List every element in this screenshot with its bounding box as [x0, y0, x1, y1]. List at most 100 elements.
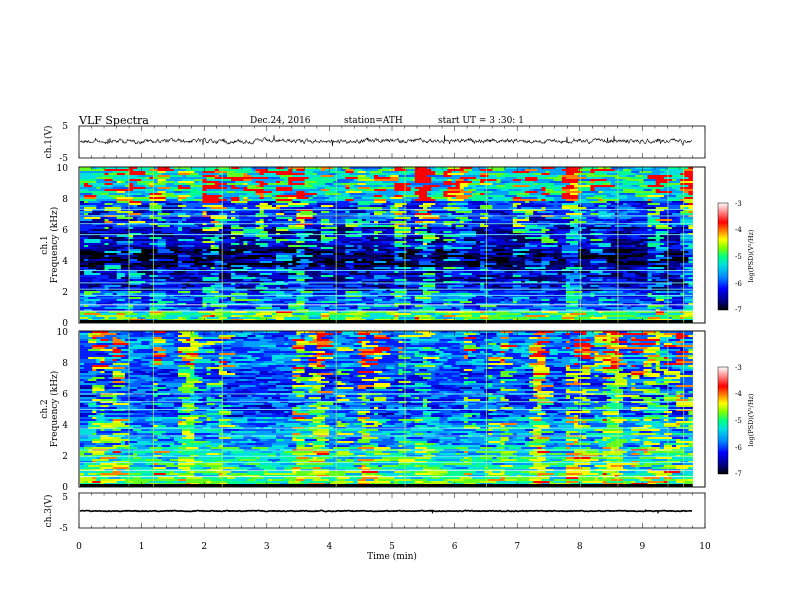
- spectrogram-cell: [369, 263, 383, 266]
- spectrogram-cell: [504, 167, 518, 170]
- spectrogram-cell: [418, 173, 424, 176]
- spectrogram-cell: [100, 283, 114, 286]
- spectrogram-cell: [349, 201, 359, 204]
- spectrogram-cell: [112, 283, 130, 286]
- spectrogram-cell: [455, 241, 461, 244]
- spectrogram-cell: [504, 185, 514, 188]
- spectrogram-cell: [169, 175, 183, 178]
- spectrogram-cell: [586, 289, 604, 292]
- spectrogram-cell: [439, 301, 448, 304]
- spectrogram-cell: [508, 243, 526, 246]
- spectrogram-cell: [443, 247, 461, 250]
- spectrogram-cell: [80, 305, 85, 308]
- spectrogram-cell: [484, 181, 497, 184]
- spectrogram-cell: [304, 307, 310, 310]
- spectrogram-cell: [369, 307, 375, 310]
- spectrogram-cell: [484, 201, 493, 204]
- spectrogram-cell: [561, 177, 567, 180]
- spectrogram-cell: [141, 297, 154, 300]
- spectrogram-cell: [369, 239, 379, 242]
- spectrogram-cell: [235, 211, 252, 214]
- spectrogram-cell: [263, 195, 273, 198]
- spectrogram-cell: [545, 227, 559, 230]
- spectrogram-cell: [680, 311, 685, 314]
- spectrogram-cell: [161, 209, 171, 212]
- spectrogram-cell: [108, 195, 126, 198]
- spectrogram-cell: [525, 307, 530, 310]
- spectrogram-cell: [349, 289, 363, 292]
- spectrogram-cell: [243, 259, 256, 262]
- spectrogram-cell: [631, 205, 644, 208]
- sferic-line: [579, 167, 581, 323]
- spectrogram-cell: [582, 191, 599, 194]
- sferic-line: [667, 167, 669, 323]
- spectrogram-cell: [202, 201, 220, 204]
- spectrogram-cell: [439, 217, 457, 220]
- spectrogram-cell: [455, 227, 473, 230]
- spectrogram-cell: [194, 239, 212, 242]
- spectrogram-cell: [488, 199, 506, 202]
- spectrogram-cell: [96, 251, 105, 254]
- spectrogram-cell: [553, 305, 567, 308]
- spectrogram-cell: [178, 199, 183, 202]
- spectrogram-cell: [659, 277, 669, 280]
- spectrogram-cell: [169, 295, 175, 298]
- spectrogram-cell: [541, 235, 550, 238]
- spectrogram-cell: [349, 211, 367, 214]
- spectrogram-cell: [504, 271, 518, 274]
- spectrogram-cell: [565, 167, 571, 170]
- spectrogram-cell: [504, 293, 522, 296]
- spectrogram-cell: [80, 297, 85, 300]
- spectrogram-cell: [304, 207, 314, 210]
- spectrogram-cell: [410, 301, 424, 304]
- spectrogram-cell: [529, 235, 542, 238]
- spectrogram-cell: [431, 227, 440, 230]
- spectrogram-cell: [459, 243, 477, 246]
- spectrogram-cell: [602, 239, 608, 242]
- spectrogram-cell: [361, 219, 367, 222]
- spectrogram-cell: [333, 189, 342, 192]
- spectrogram-cell: [602, 241, 616, 244]
- spectrogram-cell: [516, 167, 530, 170]
- spectrogram-cell: [582, 309, 591, 312]
- spectrogram-cell: [422, 203, 436, 206]
- spectrogram-cell: [406, 199, 412, 202]
- spectrogram-cell: [533, 181, 546, 184]
- spectrogram-cell: [545, 189, 555, 192]
- spectrogram-cell: [680, 317, 685, 320]
- spectrogram-cell: [549, 191, 567, 194]
- spectrogram-cell: [92, 209, 105, 212]
- spectrogram-cell: [447, 189, 461, 192]
- spectrogram-cell: [684, 241, 693, 244]
- spectrogram-cell: [549, 235, 567, 238]
- spectrogram-cell: [120, 267, 126, 270]
- spectrogram-cell: [378, 287, 391, 290]
- spectrogram-cell: [108, 219, 122, 222]
- spectrogram-cell: [251, 305, 261, 308]
- spectrogram-cell: [210, 205, 224, 208]
- spectrogram-cell: [165, 201, 171, 204]
- spectrogram-cell: [382, 255, 395, 258]
- spectrogram-cell: [610, 285, 616, 288]
- spectrogram-cell: [545, 199, 555, 202]
- spectrogram-cell: [382, 311, 387, 314]
- spectrogram-cell: [320, 271, 334, 274]
- spectrogram-cell: [561, 205, 579, 208]
- spectrogram-cell: [141, 179, 154, 182]
- spectrogram-cell: [267, 249, 285, 252]
- spectrogram-cell: [157, 279, 167, 282]
- spectrogram-cell: [439, 255, 452, 258]
- spectrogram-cell: [271, 227, 277, 230]
- spectrogram-cell: [345, 277, 354, 280]
- spectrogram-cell: [431, 179, 448, 182]
- spectrogram-cell: [231, 187, 240, 190]
- spectrogram-cell: [398, 253, 416, 256]
- spectrogram-cell: [210, 291, 220, 294]
- spectrogram-cell: [386, 297, 395, 300]
- spectrogram-cell: [574, 279, 591, 282]
- spectrogram-cell: [676, 239, 681, 242]
- spectrogram-cell: [525, 255, 534, 258]
- spectrogram-cell: [684, 273, 693, 276]
- spectrogram-cell: [676, 241, 681, 244]
- spectrogram-cell: [427, 313, 436, 316]
